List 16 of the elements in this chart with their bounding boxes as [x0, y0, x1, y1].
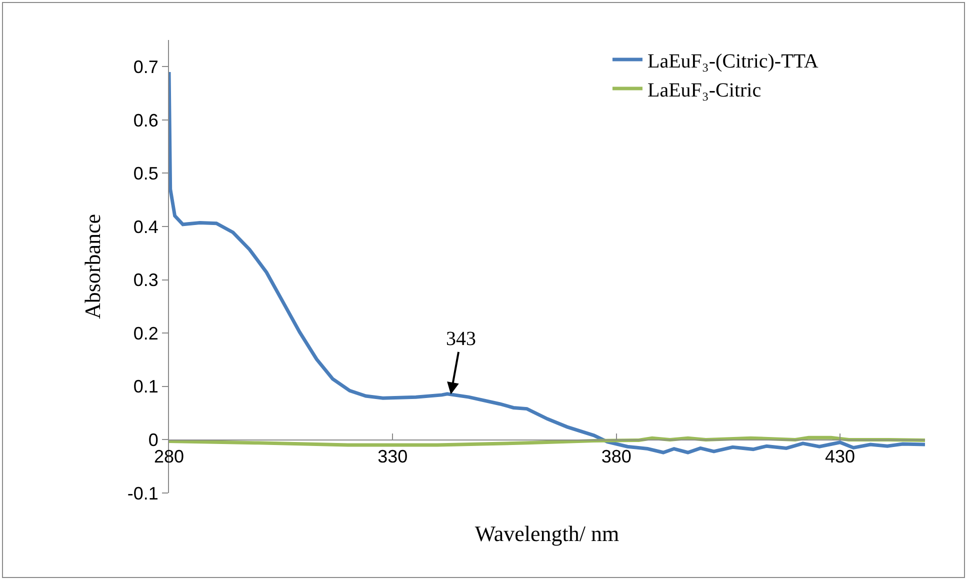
annotation: 343	[446, 328, 476, 350]
legend-label: LaEuF₃-Citric	[647, 79, 762, 102]
y-tick-label: 0.5	[133, 164, 158, 184]
x-axis-title: Wavelength/ nm	[474, 521, 620, 546]
y-tick-label: 0.7	[133, 56, 158, 77]
y-tick-label: 0.1	[133, 376, 158, 397]
y-tick-label: -0.1	[127, 483, 158, 504]
y-tick-label: 0.6	[133, 110, 158, 130]
legend-label: LaEuF₃-(Citric)-TTA	[647, 50, 819, 72]
x-tick-label: 330	[378, 446, 408, 466]
y-tick-label: 0.4	[133, 216, 158, 237]
y-axis-title: Absorbance	[80, 214, 106, 320]
y-tick-label: 0.2	[133, 323, 158, 344]
y-tick-label: 0.3	[133, 270, 158, 290]
x-tick-label: 380	[601, 446, 632, 466]
x-tick-label: 430	[824, 446, 856, 466]
